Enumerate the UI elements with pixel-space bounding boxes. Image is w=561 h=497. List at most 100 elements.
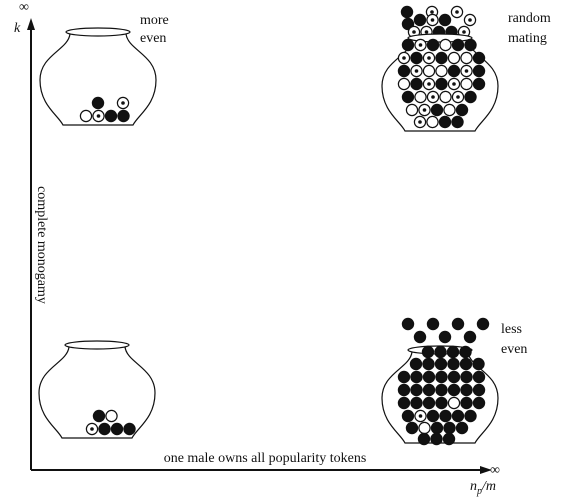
token	[464, 90, 477, 104]
token	[460, 370, 473, 384]
token	[397, 383, 411, 397]
token	[459, 345, 472, 359]
token	[421, 345, 435, 359]
x-title: one male owns all popularity tokens	[164, 451, 367, 466]
token-dot	[462, 30, 466, 34]
vase	[38, 346, 156, 439]
token	[460, 383, 473, 397]
label-line: even	[140, 31, 166, 46]
token	[410, 51, 423, 65]
token	[410, 383, 423, 397]
token-dot	[418, 43, 423, 47]
token	[413, 330, 427, 344]
token	[435, 77, 448, 91]
token	[435, 383, 448, 397]
token-dot	[455, 10, 459, 14]
token	[104, 109, 118, 123]
y-infinity: ∞	[19, 0, 29, 15]
token	[472, 396, 486, 410]
label-line: less	[501, 322, 522, 337]
token	[405, 103, 419, 117]
token	[451, 38, 465, 52]
token	[447, 51, 461, 65]
token	[455, 421, 469, 435]
token	[422, 396, 436, 410]
y-title: complete monogamy	[34, 186, 49, 304]
token-dot	[418, 414, 423, 418]
token	[438, 330, 452, 344]
y-label: k	[14, 21, 21, 36]
token-dot	[412, 30, 416, 34]
token	[451, 317, 465, 331]
token	[417, 432, 431, 446]
token-dot	[422, 108, 427, 112]
token	[443, 103, 456, 117]
token	[460, 396, 473, 410]
token	[400, 5, 414, 19]
token	[414, 90, 427, 104]
token	[110, 422, 124, 436]
token	[464, 38, 477, 52]
token	[98, 422, 111, 436]
token	[460, 77, 473, 91]
x-label: np/m	[470, 479, 496, 497]
label-line: even	[501, 342, 527, 357]
token	[439, 38, 452, 52]
token	[117, 109, 130, 123]
token	[401, 38, 415, 52]
x-label-rest: /m	[481, 479, 496, 494]
token	[397, 396, 411, 410]
token	[430, 421, 444, 435]
token	[459, 357, 473, 371]
token	[455, 103, 469, 117]
token	[438, 13, 452, 27]
token	[472, 370, 486, 384]
token	[446, 345, 460, 359]
token	[472, 64, 486, 78]
token	[434, 345, 447, 359]
token	[426, 409, 440, 423]
token	[426, 115, 439, 129]
x-label-main: n	[470, 479, 477, 494]
token	[410, 77, 423, 91]
token-dot	[430, 18, 435, 22]
token	[410, 396, 423, 410]
token	[422, 64, 436, 78]
token	[472, 383, 486, 397]
token	[405, 421, 419, 435]
token	[435, 370, 448, 384]
token	[464, 409, 477, 423]
token	[401, 317, 415, 331]
token	[92, 409, 106, 423]
token	[401, 90, 415, 104]
token-dot	[418, 120, 422, 124]
token	[463, 330, 477, 344]
token-dot	[121, 101, 125, 105]
token	[91, 96, 105, 110]
token-dot	[430, 10, 434, 14]
token	[434, 357, 448, 371]
x-arrow	[480, 466, 492, 474]
token-dot	[452, 82, 456, 86]
token	[435, 396, 448, 410]
token	[410, 370, 423, 384]
vase-rim	[64, 340, 130, 350]
token	[426, 317, 440, 331]
token	[442, 432, 456, 446]
token	[397, 64, 411, 78]
token	[430, 103, 444, 117]
token	[451, 409, 465, 423]
token	[472, 51, 486, 65]
token	[426, 38, 440, 52]
token	[430, 432, 443, 446]
token	[413, 13, 427, 27]
token	[123, 422, 136, 436]
token-dot	[96, 114, 101, 118]
token	[435, 51, 448, 65]
token	[472, 77, 486, 91]
token-dot	[431, 95, 435, 99]
token	[79, 109, 93, 123]
token	[397, 77, 411, 91]
token	[422, 357, 435, 371]
